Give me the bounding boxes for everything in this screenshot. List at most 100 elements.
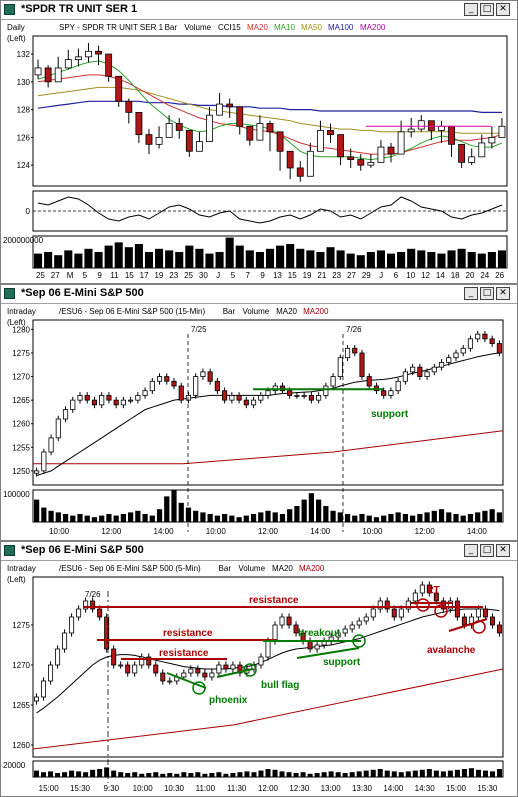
price-candle [412, 592, 418, 602]
x-tick-label: 15:00 [446, 784, 467, 793]
volume-bar [174, 773, 180, 777]
volume-bar [139, 773, 145, 777]
price-candle [446, 357, 452, 363]
chart-app-icon [4, 4, 15, 15]
bull-flag-circle [243, 663, 257, 677]
price-candle [475, 333, 481, 340]
volume-bar [475, 512, 481, 522]
header-study: Bar [165, 23, 178, 32]
volume-bar [54, 255, 63, 268]
header-symbol: /ESU6 - Sep 06 E-Mini S&P 500 (5-Min) [59, 564, 201, 573]
volume-bar [70, 515, 76, 522]
minimize-button[interactable]: _ [464, 287, 478, 300]
volume-bar [402, 514, 408, 522]
header-ma-label: MA200 [299, 564, 325, 573]
volume-scale-label: 100000 [3, 490, 30, 499]
price-candle [48, 664, 54, 682]
x-tick-label: 15:30 [70, 784, 91, 793]
x-tick-label: 15:30 [477, 784, 498, 793]
volume-bar [461, 769, 467, 777]
breakout-circle [352, 634, 366, 648]
volume-bar [482, 510, 488, 522]
x-tick-label: 26 [495, 271, 504, 280]
y-tick-label: 1260 [12, 741, 30, 750]
price-candle [214, 380, 220, 392]
price-candle [222, 390, 228, 401]
price-candle [128, 399, 134, 402]
price-candle [337, 134, 345, 158]
volume-bar [230, 773, 236, 777]
maximize-button[interactable]: □ [480, 287, 494, 300]
volume-bar [90, 769, 96, 777]
x-tick-label: 14:00 [154, 527, 175, 536]
volume-bar [344, 514, 351, 522]
price-candle [405, 600, 411, 610]
x-tick-label: 9 [260, 271, 265, 280]
volume-bar [293, 773, 299, 777]
price-candle [34, 696, 40, 702]
price-candle [395, 380, 401, 392]
window-titlebar[interactable]: *SPDR TR UNIT SER 1 _ □ ✕ [1, 1, 517, 20]
volume-bar [164, 496, 170, 522]
y-tick-label: 128 [17, 106, 31, 115]
close-button[interactable]: ✕ [496, 287, 510, 300]
x-tick-label: 11:30 [227, 784, 247, 793]
price-candle [488, 136, 496, 144]
price-candle [77, 395, 83, 401]
window-titlebar[interactable]: *Sep 06 E-Mini S&P 500 _ □ ✕ [1, 285, 517, 304]
price-candle [165, 123, 173, 138]
volume-bar [407, 248, 416, 268]
price-candle [175, 123, 183, 131]
price-candle [164, 376, 170, 382]
price-candle [316, 395, 322, 401]
x-tick-label: 14:30 [415, 784, 436, 793]
volume-bar [200, 512, 206, 522]
close-button[interactable]: ✕ [496, 3, 510, 16]
volume-bar [475, 769, 481, 777]
ma100-line [37, 100, 502, 114]
minimize-button[interactable]: _ [464, 544, 478, 557]
bull-flag-line [216, 668, 254, 678]
volume-bar [398, 772, 404, 777]
minimize-button[interactable]: _ [464, 3, 478, 16]
y-tick-label: 130 [17, 78, 31, 87]
price-candle [135, 111, 143, 136]
price-candle [307, 640, 313, 650]
price-candle [356, 620, 362, 626]
y-tick-label: 1275 [12, 621, 30, 630]
price-candle [91, 399, 98, 406]
x-tick-label: 12 [421, 271, 430, 280]
volume-bar [74, 253, 83, 268]
price-candle [286, 150, 294, 169]
price-candle [266, 123, 274, 133]
price-candle [207, 371, 213, 382]
close-button[interactable]: ✕ [496, 544, 510, 557]
volume-bar [41, 772, 47, 777]
x-tick-label: 10:00 [49, 527, 70, 536]
window-titlebar[interactable]: *Sep 06 E-Mini S&P 500 _ □ ✕ [1, 542, 517, 561]
volume-bar [265, 248, 275, 268]
header-ma-label: MA20 [247, 23, 268, 32]
price-candle [99, 395, 105, 406]
volume-bar [44, 252, 53, 268]
header-study: Volume [184, 23, 211, 32]
volume-bar [496, 769, 502, 777]
volume-bar [391, 771, 397, 777]
resistance-annotation: resistance [249, 595, 299, 606]
maximize-button[interactable]: □ [480, 544, 494, 557]
pane-frame [32, 35, 508, 187]
price-candle [62, 409, 69, 420]
price-candle [349, 624, 355, 630]
volume-bar [316, 499, 322, 522]
volume-bar [202, 773, 208, 777]
volume-bar [440, 771, 446, 777]
header-symbol: SPY - SPDR TR UNIT SER 1 [59, 23, 164, 32]
x-tick-label: 11:00 [196, 784, 216, 793]
volume-bar [207, 514, 213, 522]
avalanche-annotation: avalanche [427, 645, 476, 656]
price-candle [74, 56, 82, 61]
price-candle [489, 338, 495, 344]
header-ma-label: MA50 [301, 23, 322, 32]
price-candle [237, 664, 243, 674]
maximize-button[interactable]: □ [480, 3, 494, 16]
